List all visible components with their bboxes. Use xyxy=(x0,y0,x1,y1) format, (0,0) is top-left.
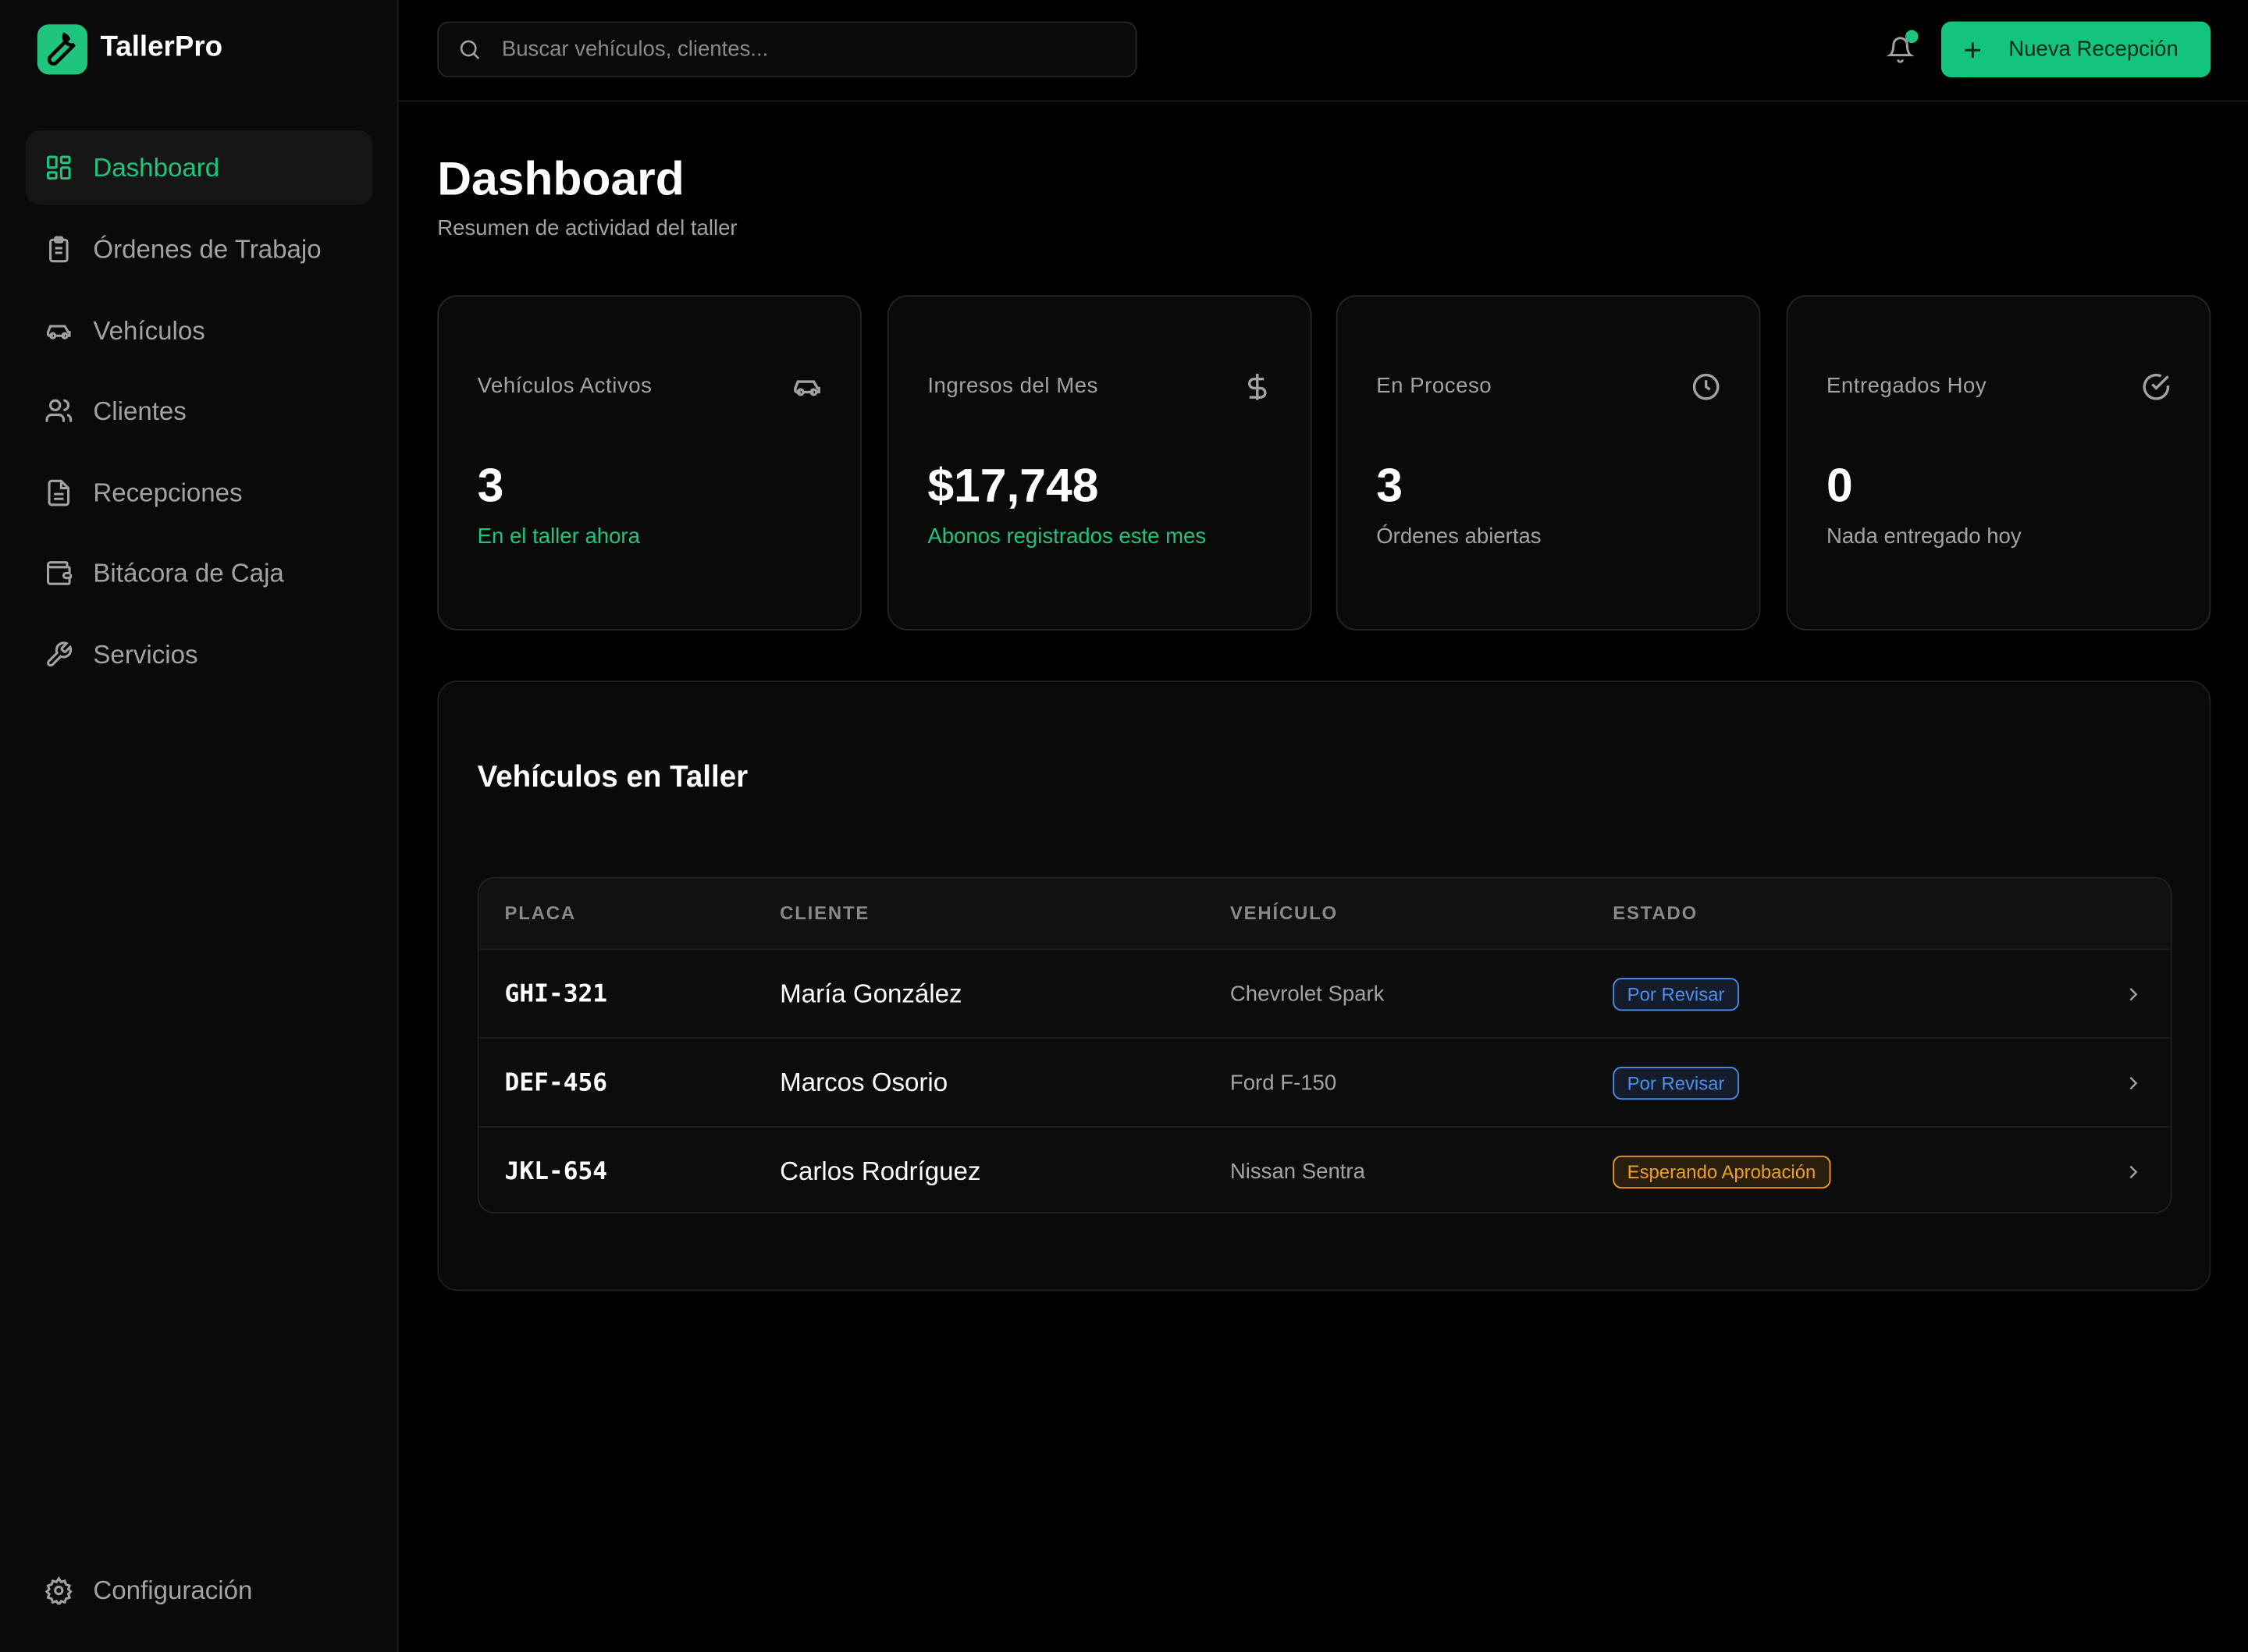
stat-label: Vehículos Activos xyxy=(477,374,653,399)
stat-note: Nada entregado hoy xyxy=(1826,524,2022,549)
nav-label: Configuración xyxy=(93,1575,253,1604)
stat-card: En Proceso 3 Órdenes abiertas xyxy=(1336,295,1761,631)
nav-label: Servicios xyxy=(93,639,198,669)
stat-value: 3 xyxy=(477,458,504,512)
row-chevron xyxy=(2122,1160,2144,1183)
table-row[interactable]: DEF-456 Marcos Osorio Ford F-150 Por Revisa… xyxy=(478,1037,2171,1128)
notifications[interactable] xyxy=(1887,30,1919,63)
new-reception-button[interactable]: Nueva Recepción xyxy=(1940,21,2211,78)
page-title: Dashboard xyxy=(437,151,685,205)
nav-label: Vehículos xyxy=(93,315,205,345)
client: Carlos Rodríguez xyxy=(780,1156,981,1186)
logo xyxy=(37,24,88,75)
nav-label: Dashboard xyxy=(93,152,220,182)
stat-label: Entregados Hoy xyxy=(1826,374,1987,399)
nav-item[interactable]: Dashboard xyxy=(26,130,373,205)
nav-item[interactable]: Órdenes de Trabajo xyxy=(26,212,372,286)
status-badge: Por Revisar xyxy=(1613,1066,1739,1100)
column-header: CLIENTE xyxy=(780,901,870,924)
client: Marcos Osorio xyxy=(780,1068,948,1097)
vehicle: Chevrolet Spark xyxy=(1229,982,1385,1007)
stat-value: 0 xyxy=(1826,458,1853,512)
nav-label: Recepciones xyxy=(93,478,243,507)
table: PLACA CLIENTE VEHÍCULO ESTADO GHI-321 Mar… xyxy=(477,876,2172,1214)
stat-label: Ingresos del Mes xyxy=(927,374,1098,399)
status-badge: Por Revisar xyxy=(1613,978,1739,1011)
stat-value: $17,748 xyxy=(927,458,1099,512)
stat-value: 3 xyxy=(1376,458,1403,512)
stat-card: Entregados Hoy 0 Nada entregado hoy xyxy=(1786,295,2211,631)
row-chevron xyxy=(2122,983,2144,1006)
nav-item[interactable]: Configuración xyxy=(26,1553,372,1627)
nav-item[interactable]: Vehículos xyxy=(26,293,372,368)
column-header: PLACA xyxy=(504,901,576,924)
plate: GHI-321 xyxy=(504,979,608,1009)
topbar-border xyxy=(398,100,2248,102)
stat-note: En el taller ahora xyxy=(477,524,640,549)
stat-card: Ingresos del Mes $17,748 Abonos registra… xyxy=(887,295,1312,631)
vehicle: Ford F-150 xyxy=(1229,1071,1337,1096)
stat-note: Órdenes abiertas xyxy=(1376,524,1542,549)
nav-item[interactable]: Servicios xyxy=(26,617,372,691)
table-title: Vehículos en Taller xyxy=(477,760,749,794)
page-subtitle: Resumen de actividad del taller xyxy=(437,216,738,241)
plate: DEF-456 xyxy=(504,1068,608,1098)
table-card: Vehículos en Taller PLACA CLIENTE VEHÍCU… xyxy=(437,680,2211,1291)
nav-label: Bitácora de Caja xyxy=(93,558,284,587)
stat-card: Vehículos Activos 3 En el taller ahora xyxy=(437,295,862,631)
nav-label: Clientes xyxy=(93,396,187,425)
sidebar: TallerPro Dashboard Órdenes de Trabajo V… xyxy=(0,0,399,1652)
nav-label: Órdenes de Trabajo xyxy=(93,234,322,263)
vehicle: Nissan Sentra xyxy=(1229,1160,1365,1185)
button-label: Nueva Recepción xyxy=(2008,37,2179,62)
search-placeholder: Buscar vehículos, clientes... xyxy=(501,37,769,62)
brand: TallerPro xyxy=(100,31,223,63)
table-row[interactable]: JKL-654 Carlos Rodríguez Nissan Sentra Espe… xyxy=(478,1126,2171,1213)
nav-item[interactable]: Clientes xyxy=(26,374,372,448)
row-chevron xyxy=(2122,1071,2144,1094)
column-header: ESTADO xyxy=(1613,901,1698,924)
client: María González xyxy=(780,979,962,1008)
status-badge: Esperando Aprobación xyxy=(1613,1155,1830,1189)
nav-item[interactable]: Recepciones xyxy=(26,456,372,530)
stat-note: Abonos registrados este mes xyxy=(927,524,1207,549)
column-header: VEHÍCULO xyxy=(1229,901,1338,924)
plate: JKL-654 xyxy=(504,1157,608,1187)
nav-item[interactable]: Bitácora de Caja xyxy=(26,536,372,610)
search-box[interactable]: Buscar vehículos, clientes... xyxy=(437,21,1137,78)
table-row[interactable]: GHI-321 María González Chevrolet Spark Por … xyxy=(478,948,2171,1039)
stat-label: En Proceso xyxy=(1376,374,1492,399)
notification-dot xyxy=(1905,30,1919,44)
